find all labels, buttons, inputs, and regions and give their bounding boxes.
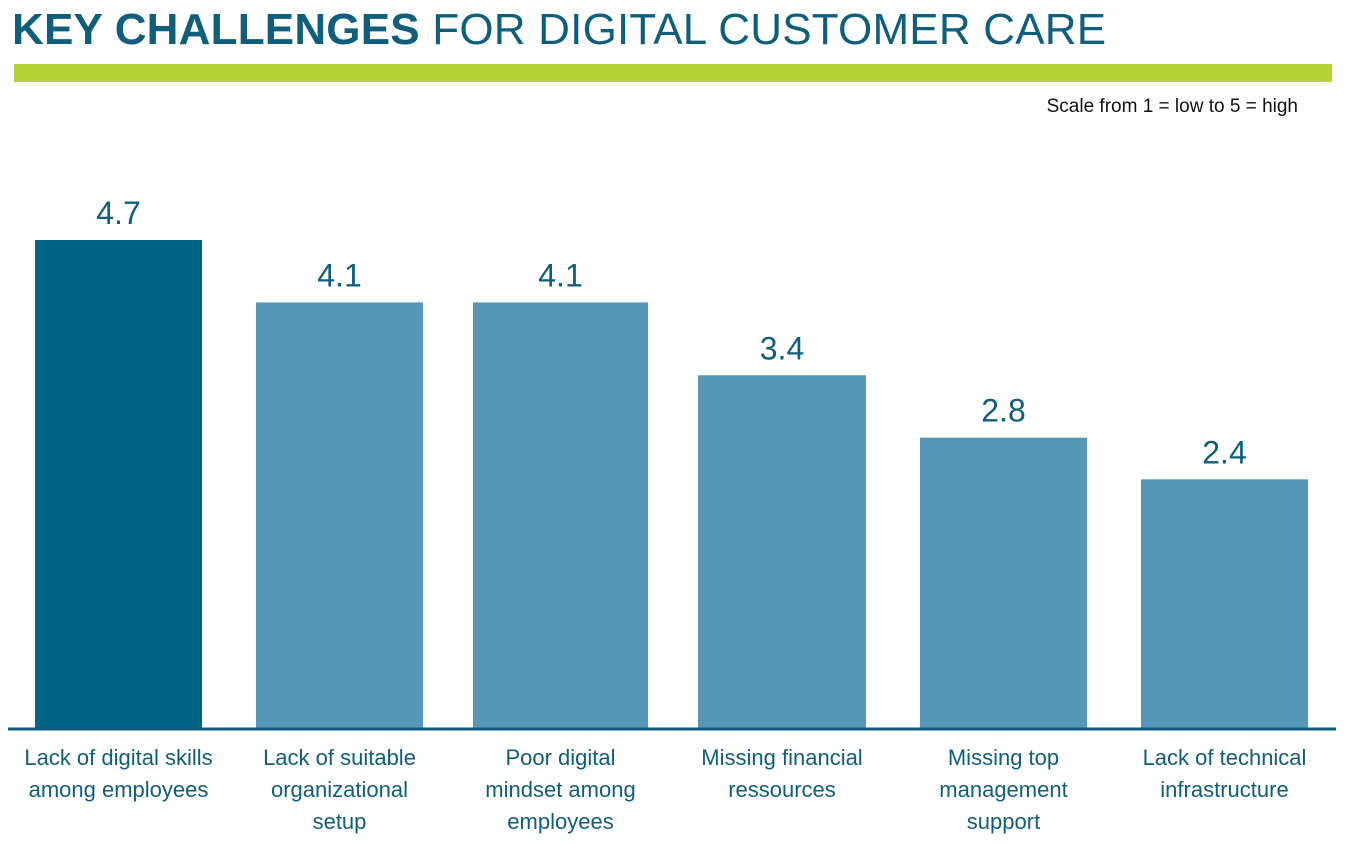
category-label: ressources bbox=[728, 777, 836, 802]
page-title: KEY CHALLENGES FOR DIGITAL CUSTOMER CARE bbox=[12, 4, 1106, 56]
bar bbox=[35, 240, 202, 729]
title-regular-part: FOR DIGITAL CUSTOMER CARE bbox=[432, 5, 1107, 54]
category-label: management bbox=[939, 777, 1067, 802]
category-label: Missing financial bbox=[701, 745, 862, 770]
bar bbox=[920, 437, 1087, 729]
bar-value-label: 4.1 bbox=[538, 257, 582, 293]
bar-value-label: 4.1 bbox=[317, 257, 361, 293]
category-label: Lack of suitable bbox=[263, 745, 416, 770]
category-label: among employees bbox=[29, 777, 209, 802]
bar bbox=[473, 302, 648, 729]
category-label: setup bbox=[313, 809, 367, 834]
bar-value-label: 3.4 bbox=[760, 330, 804, 366]
category-label: organizational bbox=[271, 777, 408, 802]
bar bbox=[1141, 479, 1308, 729]
category-label: Poor digital bbox=[505, 745, 615, 770]
category-label: Missing top bbox=[948, 745, 1059, 770]
category-label: support bbox=[967, 809, 1040, 834]
bar-value-label: 2.4 bbox=[1202, 434, 1246, 470]
category-label: Lack of digital skills bbox=[24, 745, 212, 770]
category-label: employees bbox=[507, 809, 613, 834]
bar bbox=[256, 302, 423, 729]
bar-value-label: 2.8 bbox=[981, 393, 1025, 429]
scale-note: Scale from 1 = low to 5 = high bbox=[1046, 96, 1298, 117]
category-label: infrastructure bbox=[1160, 777, 1288, 802]
bar bbox=[698, 375, 866, 729]
category-label: Lack of technical bbox=[1143, 745, 1307, 770]
bar-value-label: 4.7 bbox=[96, 195, 140, 231]
title-bold-part: KEY CHALLENGES bbox=[12, 5, 420, 54]
category-label: mindset among bbox=[485, 777, 635, 802]
title-accent-bar bbox=[14, 64, 1332, 82]
